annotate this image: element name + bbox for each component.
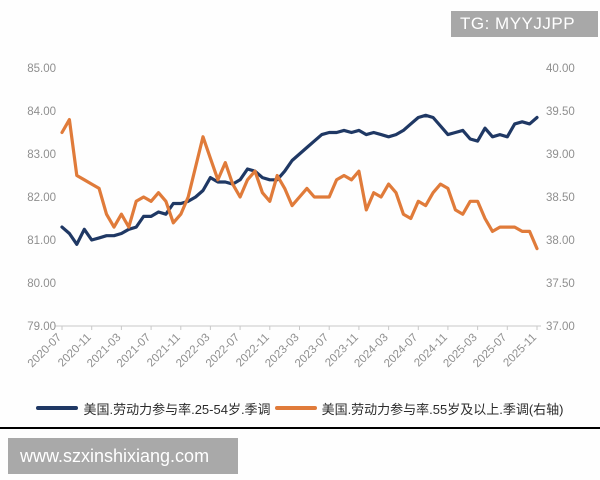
svg-text:39.00: 39.00 — [546, 149, 575, 161]
svg-text:40.00: 40.00 — [546, 63, 575, 75]
svg-text:83.00: 83.00 — [27, 149, 56, 161]
chart-area: 85.00 84.00 83.00 82.00 81.00 80.00 79.00 40.00… — [0, 40, 600, 398]
chart-canvas: 85.00 84.00 83.00 82.00 81.00 80.00 79.00 40.00… — [26, 63, 575, 370]
legend-item-secondary: 美国.劳动力参与率.55岁及以上.季调(右轴) — [274, 399, 564, 418]
legend-line-swatch-secondary — [274, 406, 317, 410]
svg-text:38.50: 38.50 — [546, 192, 575, 204]
svg-text:38.00: 38.00 — [546, 235, 575, 247]
svg-text:79.00: 79.00 — [27, 321, 56, 333]
telegram-badge-text: TG: MYYJJPP — [460, 14, 576, 33]
svg-text:37.50: 37.50 — [546, 278, 575, 290]
svg-text:37.00: 37.00 — [546, 321, 575, 333]
svg-text:80.00: 80.00 — [27, 278, 56, 290]
legend-line-swatch-primary — [36, 406, 79, 410]
legend-item-primary: 美国.劳动力参与率.25-54岁.季调 — [36, 399, 271, 418]
footer-divider-line — [0, 427, 600, 429]
svg-text:39.50: 39.50 — [546, 106, 575, 118]
legend-label-primary: 美国.劳动力参与率.25-54岁.季调 — [83, 401, 271, 417]
chart-legend: 美国.劳动力参与率.25-54岁.季调 美国.劳动力参与率.55岁及以上.季调(… — [0, 396, 600, 420]
watermark-url-text: www.szxinshixiang.com — [20, 445, 210, 466]
svg-text:85.00: 85.00 — [27, 63, 56, 75]
svg-text:84.00: 84.00 — [27, 106, 56, 118]
watermark-bar: www.szxinshixiang.com — [8, 438, 238, 474]
legend-label-secondary: 美国.劳动力参与率.55岁及以上.季调(右轴) — [321, 401, 564, 417]
svg-text:81.00: 81.00 — [27, 235, 56, 247]
svg-text:2025-11: 2025-11 — [501, 332, 539, 370]
svg-text:82.00: 82.00 — [27, 192, 56, 204]
telegram-badge: TG: MYYJJPP — [451, 11, 598, 37]
